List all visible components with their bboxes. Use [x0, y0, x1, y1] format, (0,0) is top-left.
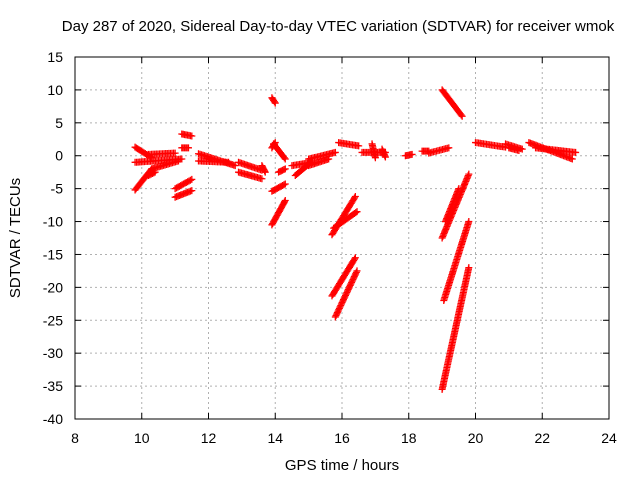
data-point	[184, 144, 192, 152]
data-point	[408, 150, 416, 158]
data-point	[281, 180, 289, 188]
data-point	[515, 146, 523, 154]
data-point	[331, 148, 339, 156]
data-point	[572, 148, 580, 156]
y-tick-label: 5	[55, 115, 63, 131]
data-point	[261, 168, 269, 176]
data-point	[281, 155, 289, 163]
x-tick-label: 18	[401, 430, 417, 446]
x-tick-label: 24	[601, 430, 617, 446]
data-point	[352, 268, 360, 276]
data-point	[188, 132, 196, 140]
data-point	[355, 142, 363, 150]
gridlines	[75, 57, 609, 419]
data-point	[280, 154, 288, 162]
x-tick-label: 8	[71, 430, 79, 446]
plot-frame	[74, 56, 610, 420]
data-point	[188, 175, 196, 183]
data-point	[371, 154, 379, 162]
data-point	[325, 155, 333, 163]
y-tick-label: 0	[55, 148, 63, 164]
data-point	[455, 185, 463, 193]
data-points	[131, 86, 580, 393]
data-point	[280, 166, 288, 174]
y-tick-label: -20	[43, 279, 63, 295]
data-point	[186, 176, 194, 184]
x-tick-label: 16	[334, 430, 350, 446]
data-point	[458, 112, 466, 120]
x-tick-label: 14	[267, 430, 283, 446]
data-point	[445, 144, 453, 152]
x-axis-label: GPS time / hours	[285, 457, 399, 474]
y-tick-label: -35	[43, 378, 63, 394]
y-tick-label: -25	[43, 312, 63, 328]
data-point	[465, 264, 473, 272]
data-point	[280, 181, 288, 189]
data-point	[261, 167, 269, 175]
data-point	[353, 208, 361, 216]
data-point	[465, 170, 473, 178]
data-point	[258, 175, 266, 183]
y-tick-label: 15	[47, 49, 63, 65]
data-point	[174, 157, 182, 165]
data-point	[281, 165, 289, 173]
x-tick-label: 12	[201, 430, 217, 446]
data-point	[518, 145, 526, 153]
data-point	[352, 209, 360, 217]
data-point	[351, 193, 359, 201]
data-point	[351, 255, 359, 263]
y-tick-label: 10	[47, 82, 63, 98]
data-point	[353, 267, 361, 275]
x-tick-label: 20	[468, 430, 484, 446]
data-point	[231, 162, 239, 170]
data-point	[568, 155, 576, 163]
chart-title: Day 287 of 2020, Sidereal Day-to-day VTE…	[62, 18, 615, 35]
y-tick-label: -40	[43, 411, 63, 427]
x-tick-label: 10	[134, 430, 150, 446]
x-tick-label: 22	[534, 430, 550, 446]
y-tick-label: -5	[51, 181, 64, 197]
data-point	[281, 198, 289, 206]
data-point	[270, 98, 278, 106]
y-tick-label: -30	[43, 345, 63, 361]
data-point	[457, 111, 465, 119]
y-axis-label: SDTVAR / TECUs	[7, 178, 24, 298]
y-tick-label: -10	[43, 214, 63, 230]
data-point	[351, 194, 359, 202]
data-point	[281, 196, 289, 204]
data-point	[188, 187, 196, 195]
y-tick-label: -15	[43, 246, 63, 262]
data-point	[351, 254, 359, 262]
data-point	[271, 99, 279, 107]
axis-ticks: 8 10 12 14 16 18 20 22 24 15 10 5 0 -5 -10 -15 -20 -25 -30…	[43, 49, 617, 446]
data-point	[381, 153, 389, 161]
data-point	[225, 158, 233, 166]
data-point	[465, 218, 473, 226]
data-point	[171, 149, 179, 157]
